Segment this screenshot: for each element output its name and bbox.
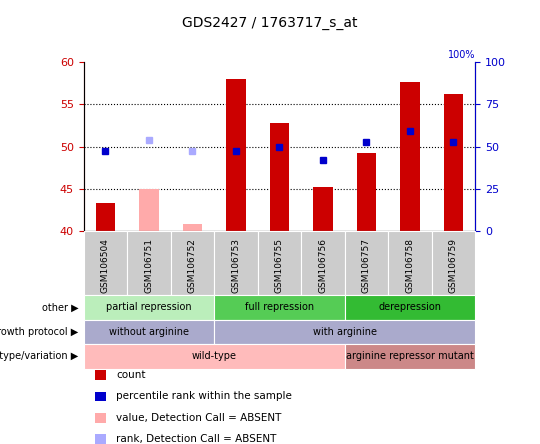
Text: GSM106755: GSM106755: [275, 238, 284, 293]
Bar: [444, 94, 463, 231]
Bar: [400, 82, 420, 231]
Bar: [139, 189, 159, 231]
Text: GSM106751: GSM106751: [145, 238, 153, 293]
Bar: [226, 79, 246, 231]
Text: wild-type: wild-type: [192, 351, 237, 361]
Text: GSM106759: GSM106759: [449, 238, 458, 293]
Text: GSM106758: GSM106758: [406, 238, 415, 293]
Text: growth protocol ▶: growth protocol ▶: [0, 327, 78, 337]
Text: arginine repressor mutant: arginine repressor mutant: [346, 351, 474, 361]
Bar: [356, 153, 376, 231]
Text: GSM106756: GSM106756: [319, 238, 327, 293]
Text: count: count: [116, 370, 146, 380]
Text: without arginine: without arginine: [109, 327, 189, 337]
Text: 100%: 100%: [448, 51, 475, 60]
Text: full repression: full repression: [245, 302, 314, 313]
Bar: [313, 187, 333, 231]
Bar: [96, 203, 115, 231]
Text: derepression: derepression: [379, 302, 442, 313]
Text: GSM106504: GSM106504: [101, 238, 110, 293]
Text: rank, Detection Call = ABSENT: rank, Detection Call = ABSENT: [116, 434, 276, 444]
Bar: [183, 224, 202, 231]
Text: GDS2427 / 1763717_s_at: GDS2427 / 1763717_s_at: [183, 16, 357, 30]
Text: partial repression: partial repression: [106, 302, 192, 313]
Bar: [269, 123, 289, 231]
Text: other ▶: other ▶: [42, 302, 78, 313]
Text: with arginine: with arginine: [313, 327, 377, 337]
Text: genotype/variation ▶: genotype/variation ▶: [0, 351, 78, 361]
Text: GSM106753: GSM106753: [232, 238, 240, 293]
Text: GSM106752: GSM106752: [188, 238, 197, 293]
Text: value, Detection Call = ABSENT: value, Detection Call = ABSENT: [116, 413, 281, 423]
Text: GSM106757: GSM106757: [362, 238, 371, 293]
Text: percentile rank within the sample: percentile rank within the sample: [116, 392, 292, 401]
